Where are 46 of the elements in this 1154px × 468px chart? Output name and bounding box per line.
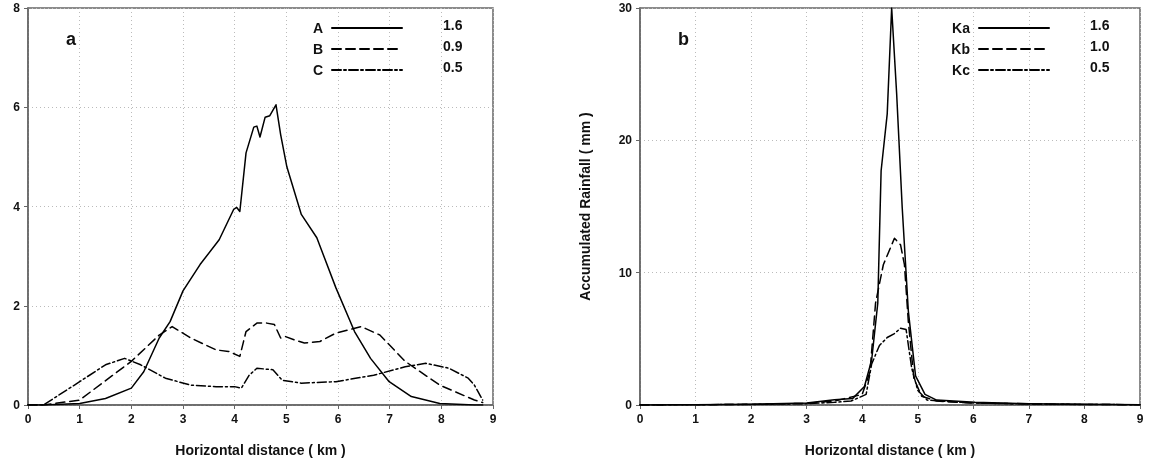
y-tick-label: 8 [13, 1, 21, 15]
x-tick-label: 0 [636, 412, 644, 426]
x-axis-title: Horizontal distance ( km ) [804, 442, 976, 458]
legend-label: Kb [951, 41, 970, 57]
legend-label: B [312, 41, 323, 57]
x-tick-label: 7 [1025, 412, 1033, 426]
y-tick-label: 6 [13, 100, 21, 115]
y-axis-title: Accumulated Rainfall ( mm ) [577, 112, 593, 301]
x-tick-label: 6 [334, 412, 342, 426]
legend-label: C [312, 62, 323, 78]
x-tick-label: 9 [489, 412, 497, 426]
annotation: 0.5 [1090, 59, 1110, 75]
x-tick-label: 2 [747, 412, 755, 426]
y-tick-label: 0 [13, 398, 21, 412]
y-tick-label: 2 [13, 298, 21, 313]
x-tick-label: 1 [76, 412, 84, 426]
x-tick-label: 0 [24, 412, 32, 426]
x-tick-label: 8 [437, 412, 445, 426]
annotation: 0.9 [443, 38, 463, 54]
y-tick-label: 20 [618, 133, 633, 148]
text: a [66, 29, 77, 49]
x-tick-label: 8 [1081, 412, 1089, 426]
y-tick-label: 4 [13, 199, 21, 214]
x-tick-label: 3 [179, 412, 187, 426]
legend-label: A [312, 20, 323, 36]
y-tick-label: 30 [618, 1, 633, 15]
x-tick-label: 9 [1136, 412, 1144, 426]
x-tick-label: 4 [231, 412, 239, 426]
y-tick-label: 0 [625, 398, 633, 412]
x-tick-label: 5 [914, 412, 922, 426]
legend-label: Kc [952, 62, 971, 78]
annotation: 1.6 [1090, 17, 1110, 33]
annotation: 1.6 [443, 17, 463, 33]
x-tick-label: 1 [692, 412, 700, 426]
text: b [678, 29, 689, 49]
x-tick-label: 6 [969, 412, 977, 426]
annotation: 0.5 [443, 59, 463, 75]
x-tick-label: 5 [282, 412, 290, 426]
y-tick-label: 10 [618, 265, 633, 280]
x-axis-title: Horizontal distance ( km ) [175, 442, 346, 458]
legend-label: Ka [952, 20, 971, 36]
annotation: 1.0 [1090, 38, 1110, 54]
x-tick-label: 2 [127, 412, 135, 426]
x-tick-label: 7 [386, 412, 394, 426]
x-tick-label: 4 [858, 412, 866, 426]
x-tick-label: 3 [803, 412, 811, 426]
